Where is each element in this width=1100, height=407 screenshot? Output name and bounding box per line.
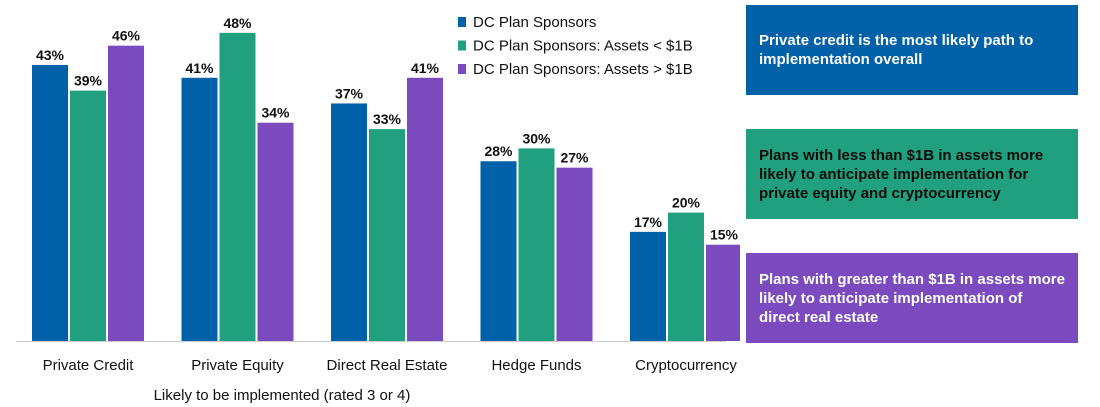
legend: DC Plan Sponsors DC Plan Sponsors: Assets…	[458, 14, 693, 78]
data-label: 41%	[411, 60, 440, 76]
legend-swatch	[458, 40, 466, 51]
data-label: 20%	[672, 195, 701, 211]
bar	[369, 129, 405, 341]
x-tick-label: Hedge Funds	[491, 357, 581, 374]
x-tick-label: Private Equity	[191, 357, 284, 374]
data-label: 33%	[373, 111, 402, 127]
grouped-bar-chart: 43% 39% 46% Private Credit 41% 48% 34% Private …	[16, 14, 740, 404]
x-tick-label: Cryptocurrency	[635, 357, 737, 374]
bar	[668, 212, 704, 341]
data-label: 34%	[261, 105, 290, 121]
legend-swatch	[458, 17, 466, 27]
callout-text: Private credit is the most likely path t…	[759, 32, 1034, 68]
bar	[480, 161, 517, 341]
x-axis-label: Likely to be implemented (rated 3 or 4)	[154, 387, 411, 404]
bar	[219, 32, 256, 342]
bar	[630, 231, 666, 341]
data-label: 15%	[710, 227, 739, 243]
data-label: 46%	[112, 28, 141, 44]
data-label: 37%	[335, 85, 364, 101]
bar	[181, 77, 218, 341]
data-label: 28%	[484, 143, 513, 159]
bar	[108, 45, 144, 342]
bar	[407, 77, 443, 341]
bar	[257, 122, 294, 341]
x-tick-label: Direct Real Estate	[327, 357, 448, 374]
legend-label: DC Plan Sponsors: Assets < $1B	[473, 38, 693, 55]
data-label: 17%	[634, 214, 663, 230]
bar	[556, 167, 593, 341]
callout-private-credit: Private credit is the most likely path t…	[746, 5, 1078, 95]
bar	[706, 244, 740, 341]
legend-swatch	[458, 64, 466, 74]
data-label: 30%	[522, 130, 551, 146]
callout-text: Plans with less than $1B in assets more …	[759, 146, 1044, 202]
callout-over-1b: Plans with greater than $1B in assets mo…	[746, 253, 1078, 343]
data-label: 27%	[560, 150, 589, 166]
data-label: 48%	[223, 15, 252, 31]
data-label: 41%	[185, 60, 214, 76]
bar	[331, 103, 367, 342]
x-tick-label: Private Credit	[43, 357, 135, 374]
callout-text: Plans with greater than $1B in assets mo…	[759, 270, 1065, 326]
data-label: 39%	[74, 73, 103, 89]
bar	[70, 90, 106, 342]
callout-under-1b: Plans with less than $1B in assets more …	[746, 129, 1078, 219]
bar	[518, 148, 555, 341]
bar	[32, 64, 68, 341]
legend-label: DC Plan Sponsors: Assets > $1B	[473, 61, 693, 78]
legend-label: DC Plan Sponsors	[473, 14, 596, 31]
data-label: 43%	[36, 47, 65, 63]
